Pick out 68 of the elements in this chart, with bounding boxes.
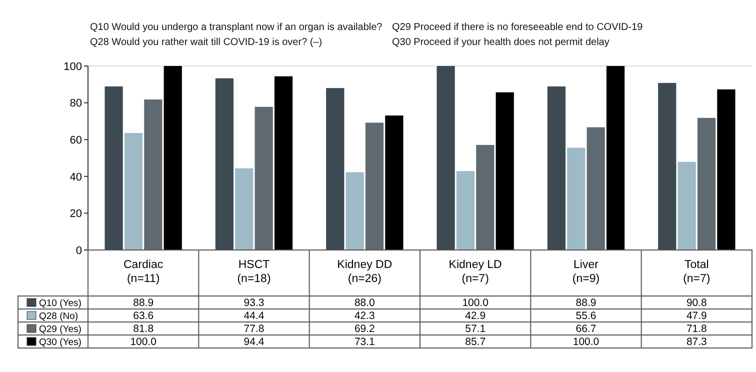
bar [456, 171, 475, 250]
data-label: 71.8 [686, 323, 708, 336]
legend-label: Q10 (Yes) [39, 298, 82, 309]
data-label: 69.2 [354, 323, 376, 336]
data-label: 90.8 [686, 297, 708, 310]
bar [235, 168, 254, 250]
data-label: 57.1 [465, 323, 486, 336]
x-tick-label: Cardiac (n=11) [124, 259, 164, 285]
data-label: 55.6 [576, 310, 596, 322]
bar [254, 106, 273, 250]
data-label: 88.9 [576, 297, 596, 310]
legend-label: Q29 (Yes) [39, 324, 82, 335]
bar [547, 86, 566, 250]
text: Q10 Would you undergo a transplant now if an organ is available? [90, 22, 383, 33]
legend-label: Q30 (Yes) [39, 336, 82, 348]
data-label: 47.9 [686, 310, 708, 322]
bar [164, 66, 182, 250]
data-label: 88.0 [354, 297, 376, 310]
data-label: 73.1 [354, 336, 376, 348]
bar [215, 78, 234, 250]
y-tick-label: 20 [70, 208, 82, 220]
bar [717, 89, 736, 250]
data-label: 77.8 [244, 323, 264, 336]
data-label: 94.4 [244, 336, 264, 348]
x-tick-label: Kidney LD (n=7) [448, 259, 502, 285]
y-tick-label: 0 [76, 244, 82, 257]
data-label: 63.6 [133, 310, 154, 322]
bar [606, 66, 625, 250]
x-tick-label: Liver (n=9) [572, 259, 600, 285]
data-label: 93.3 [244, 297, 264, 310]
bar [697, 118, 716, 250]
bar [678, 162, 696, 250]
data-label: 81.8 [133, 323, 154, 336]
bar [104, 86, 123, 250]
data-label: 88.9 [133, 297, 154, 310]
bar [567, 148, 586, 250]
bar [365, 122, 384, 250]
text: Q30 Proceed if your health does not permit delay [392, 37, 610, 48]
y-tick-label: 40 [70, 171, 82, 184]
data-label: 100.0 [572, 336, 600, 348]
data-label: 100.0 [462, 297, 489, 310]
y-tick-label: 60 [70, 134, 82, 146]
bar [346, 172, 364, 250]
bar [658, 82, 676, 250]
text: Q29 Proceed if there is no foreseeable end to COVID-19 [392, 22, 644, 33]
data-label: 42.3 [354, 310, 376, 322]
text: Q28 Would you rather wait till COVID-19 is over? (–) [90, 37, 322, 48]
data-label: 100.0 [130, 336, 157, 348]
bar [326, 88, 344, 250]
data-label: 44.4 [244, 310, 264, 322]
bar [124, 132, 143, 250]
legend-label: Q28 (No) [39, 310, 78, 322]
x-tick-label: Total (n=7) [683, 259, 710, 285]
data-label: 66.7 [576, 323, 596, 336]
y-tick-label: 80 [70, 98, 82, 110]
bar [586, 127, 605, 250]
bar [385, 115, 404, 250]
x-tick-label: Kidney DD (n=26) [337, 259, 392, 285]
bar [144, 99, 162, 250]
data-label: 85.7 [465, 336, 486, 348]
x-tick-label: HSCT (n=18) [237, 259, 271, 285]
bar [496, 92, 514, 250]
bar [274, 76, 293, 250]
bar [436, 66, 455, 250]
bar [476, 144, 494, 250]
data-label: 87.3 [686, 336, 708, 348]
y-tick-label: 100 [64, 60, 82, 73]
data-label: 42.9 [465, 310, 486, 322]
